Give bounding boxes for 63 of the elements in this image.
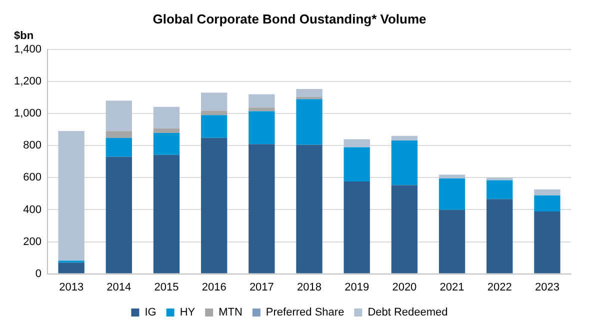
y-tick-label: 1,400 [14,44,42,56]
bar [106,138,132,157]
bar [391,140,418,186]
bar [438,174,466,178]
bar [296,96,322,100]
chart-title: Global Corporate Bond Oustanding* Volume [152,11,426,26]
y-axis-title: $bn [14,30,34,42]
y-tick-label: 400 [23,204,42,216]
legend-label: HY [180,306,196,319]
bar [153,128,180,134]
bar [248,111,275,144]
bar [391,185,418,274]
x-tick-label: 2018 [297,281,322,294]
x-tick-label: 2013 [59,281,84,294]
bar [106,131,132,138]
bar [486,178,513,180]
y-tick-label: 1,000 [14,108,42,120]
y-tick-label: 800 [23,140,42,152]
bar [248,94,275,108]
bar [344,147,370,182]
bar [534,212,560,274]
bar [391,136,418,141]
legend-label: Debt Redeemed [368,306,448,319]
x-tick-label: 2021 [440,281,464,294]
x-tick-label: 2014 [106,281,132,294]
legend-label: MTN [218,306,242,319]
bar [534,189,560,196]
bar [486,180,513,200]
bar [438,178,466,210]
bar [106,100,132,132]
bar [106,156,132,274]
legend-label: Preferred Share [266,306,344,319]
x-tick-label: 2019 [344,281,370,294]
y-tick-label: 600 [23,172,42,184]
bar [344,182,370,274]
bar [201,110,228,116]
x-tick-label: 2023 [534,281,560,294]
x-tick-label: 2022 [487,281,512,294]
bar [486,199,513,274]
bar [534,195,560,212]
bar [438,210,466,274]
x-tick-label: 2015 [154,281,179,294]
bar [248,108,275,112]
bar [296,99,322,145]
legend-label: IG [144,306,156,319]
bar [201,92,228,111]
y-tick-label: 200 [23,236,42,248]
x-tick-label: 2020 [392,281,417,294]
bar [201,115,228,138]
x-tick-label: 2017 [249,281,274,294]
y-tick-label: 0 [35,268,42,280]
bar [201,138,228,274]
bar [58,130,84,261]
bar [153,154,180,274]
bar [153,106,180,128]
bar [344,139,370,148]
bar [296,144,322,274]
bar [248,144,275,274]
y-tick-label: 1,200 [14,76,42,88]
bar [58,262,84,274]
bar [153,133,180,155]
bar [296,88,322,97]
x-tick-label: 2016 [202,281,226,294]
